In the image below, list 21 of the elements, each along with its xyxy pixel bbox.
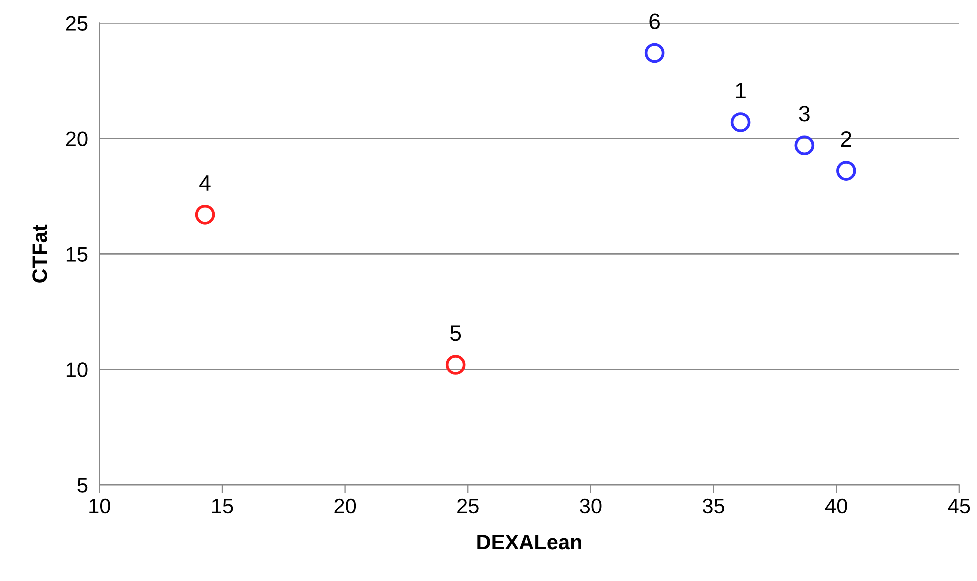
y-tick-label: 20 [66, 132, 88, 146]
x-tick-label: 10 [90, 498, 110, 514]
y-tick-label: 5 [78, 478, 88, 493]
x-axis-title: DEXALean [478, 535, 582, 550]
annotation: 3 [799, 106, 810, 122]
x-tick-label: 25 [458, 498, 479, 514]
y-tick-label: 25 [66, 16, 88, 31]
y-axis-title: CTFat [32, 224, 48, 283]
x-tick-label: 35 [702, 498, 724, 514]
annotation: 2 [841, 131, 852, 147]
y-tick-label: 10 [66, 362, 88, 378]
x-tick-label: 45 [948, 499, 970, 514]
x-tick-label: 20 [334, 498, 356, 514]
x-tick-label: 15 [212, 499, 234, 514]
annotation: 5 [450, 326, 462, 342]
annotation: 1 [736, 83, 746, 98]
x-tick-label: 40 [825, 498, 848, 514]
x-tick-label: 30 [580, 498, 602, 514]
y-tick-label: 15 [66, 247, 88, 262]
annotation: 4 [200, 176, 211, 191]
annotation: 6 [650, 14, 660, 30]
